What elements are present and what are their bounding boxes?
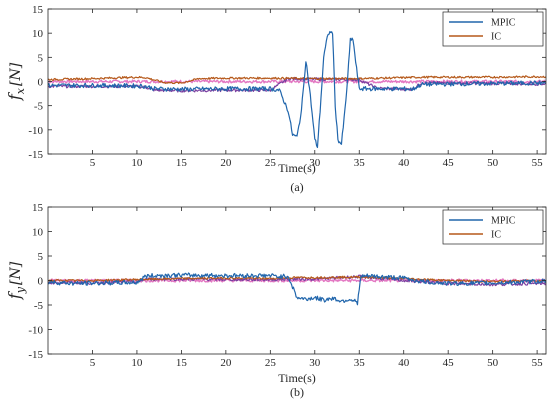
x-tick-label: 45 [443, 357, 455, 369]
y-tick-label: 0 [38, 276, 44, 288]
y-tick-label: 15 [32, 202, 44, 214]
x-tick-label: 10 [131, 157, 143, 169]
x-tick-label: 20 [220, 357, 232, 369]
y-axis-label: fy[N] [5, 261, 27, 300]
chart-panel-b: 5 10 15 20 25 30 35 40 45 50 55 -15 -10 -5 0 5 10 15 Time(… [5, 202, 547, 399]
panel-caption: (a) [290, 180, 303, 194]
x-tick-label: 25 [265, 157, 277, 169]
chart-panel-a: 5 10 15 20 25 30 35 40 45 50 55 -15 -10 -5 0 5 10 15 Time(… [5, 4, 547, 194]
y-tick-label: -15 [28, 149, 43, 161]
x-tick-label: 30 [309, 357, 321, 369]
legend-box [442, 209, 544, 245]
x-axis-label: Time(s) [278, 161, 316, 175]
x-tick-label: 35 [354, 157, 366, 169]
y-tick-label: -10 [28, 125, 43, 137]
legend-label-ic: IC [491, 230, 501, 241]
legend-label-mpic: MPIC [491, 216, 516, 227]
data-layer [48, 30, 546, 149]
x-tick-label: 55 [532, 157, 544, 169]
x-tick-label: 5 [90, 357, 96, 369]
x-tick-label: 45 [443, 157, 455, 169]
y-tick-label: 10 [32, 227, 44, 239]
y-tick-label: -5 [34, 101, 44, 113]
x-tick-label: 15 [176, 157, 188, 169]
y-tick-label: -10 [28, 325, 43, 337]
x-tick-label: 25 [265, 357, 277, 369]
x-tick-label: 55 [532, 357, 544, 369]
y-tick-label: 0 [38, 77, 44, 89]
y-tick-label: -5 [34, 300, 44, 312]
y-tick-label: 5 [38, 52, 44, 64]
x-tick-label: 5 [90, 157, 96, 169]
svg-text:fx[N]: fx[N] [5, 62, 27, 101]
x-tick-label: 10 [131, 357, 143, 369]
x-tick-label: 35 [354, 357, 366, 369]
legend-box [442, 11, 544, 47]
x-tick-label: 30 [309, 157, 321, 169]
y-tick-label: 10 [32, 28, 44, 40]
legend: MPIC IC [442, 209, 544, 245]
series-line-ic [48, 275, 546, 283]
series-line-ic [48, 75, 546, 85]
legend: MPIC IC [442, 11, 544, 47]
data-layer [48, 272, 546, 306]
series-line-mpic [48, 272, 546, 306]
y-tick-label: 15 [32, 4, 44, 16]
legend-label-ic: IC [491, 32, 501, 43]
x-tick-label: 50 [487, 157, 499, 169]
legend-label-mpic: MPIC [491, 18, 516, 29]
y-axis-label: fx[N] [5, 62, 27, 101]
svg-text:fy[N]: fy[N] [5, 261, 27, 300]
series-line-mpic [48, 30, 546, 149]
x-tick-label: 20 [220, 157, 232, 169]
x-tick-label: 40 [398, 157, 410, 169]
panel-caption: (b) [290, 385, 304, 399]
x-tick-label: 50 [487, 357, 499, 369]
x-axis-label: Time(s) [278, 371, 316, 385]
y-tick-label: 5 [38, 251, 44, 263]
y-tick-label: -15 [28, 349, 43, 361]
x-tick-label: 40 [398, 357, 410, 369]
x-tick-label: 15 [176, 357, 188, 369]
